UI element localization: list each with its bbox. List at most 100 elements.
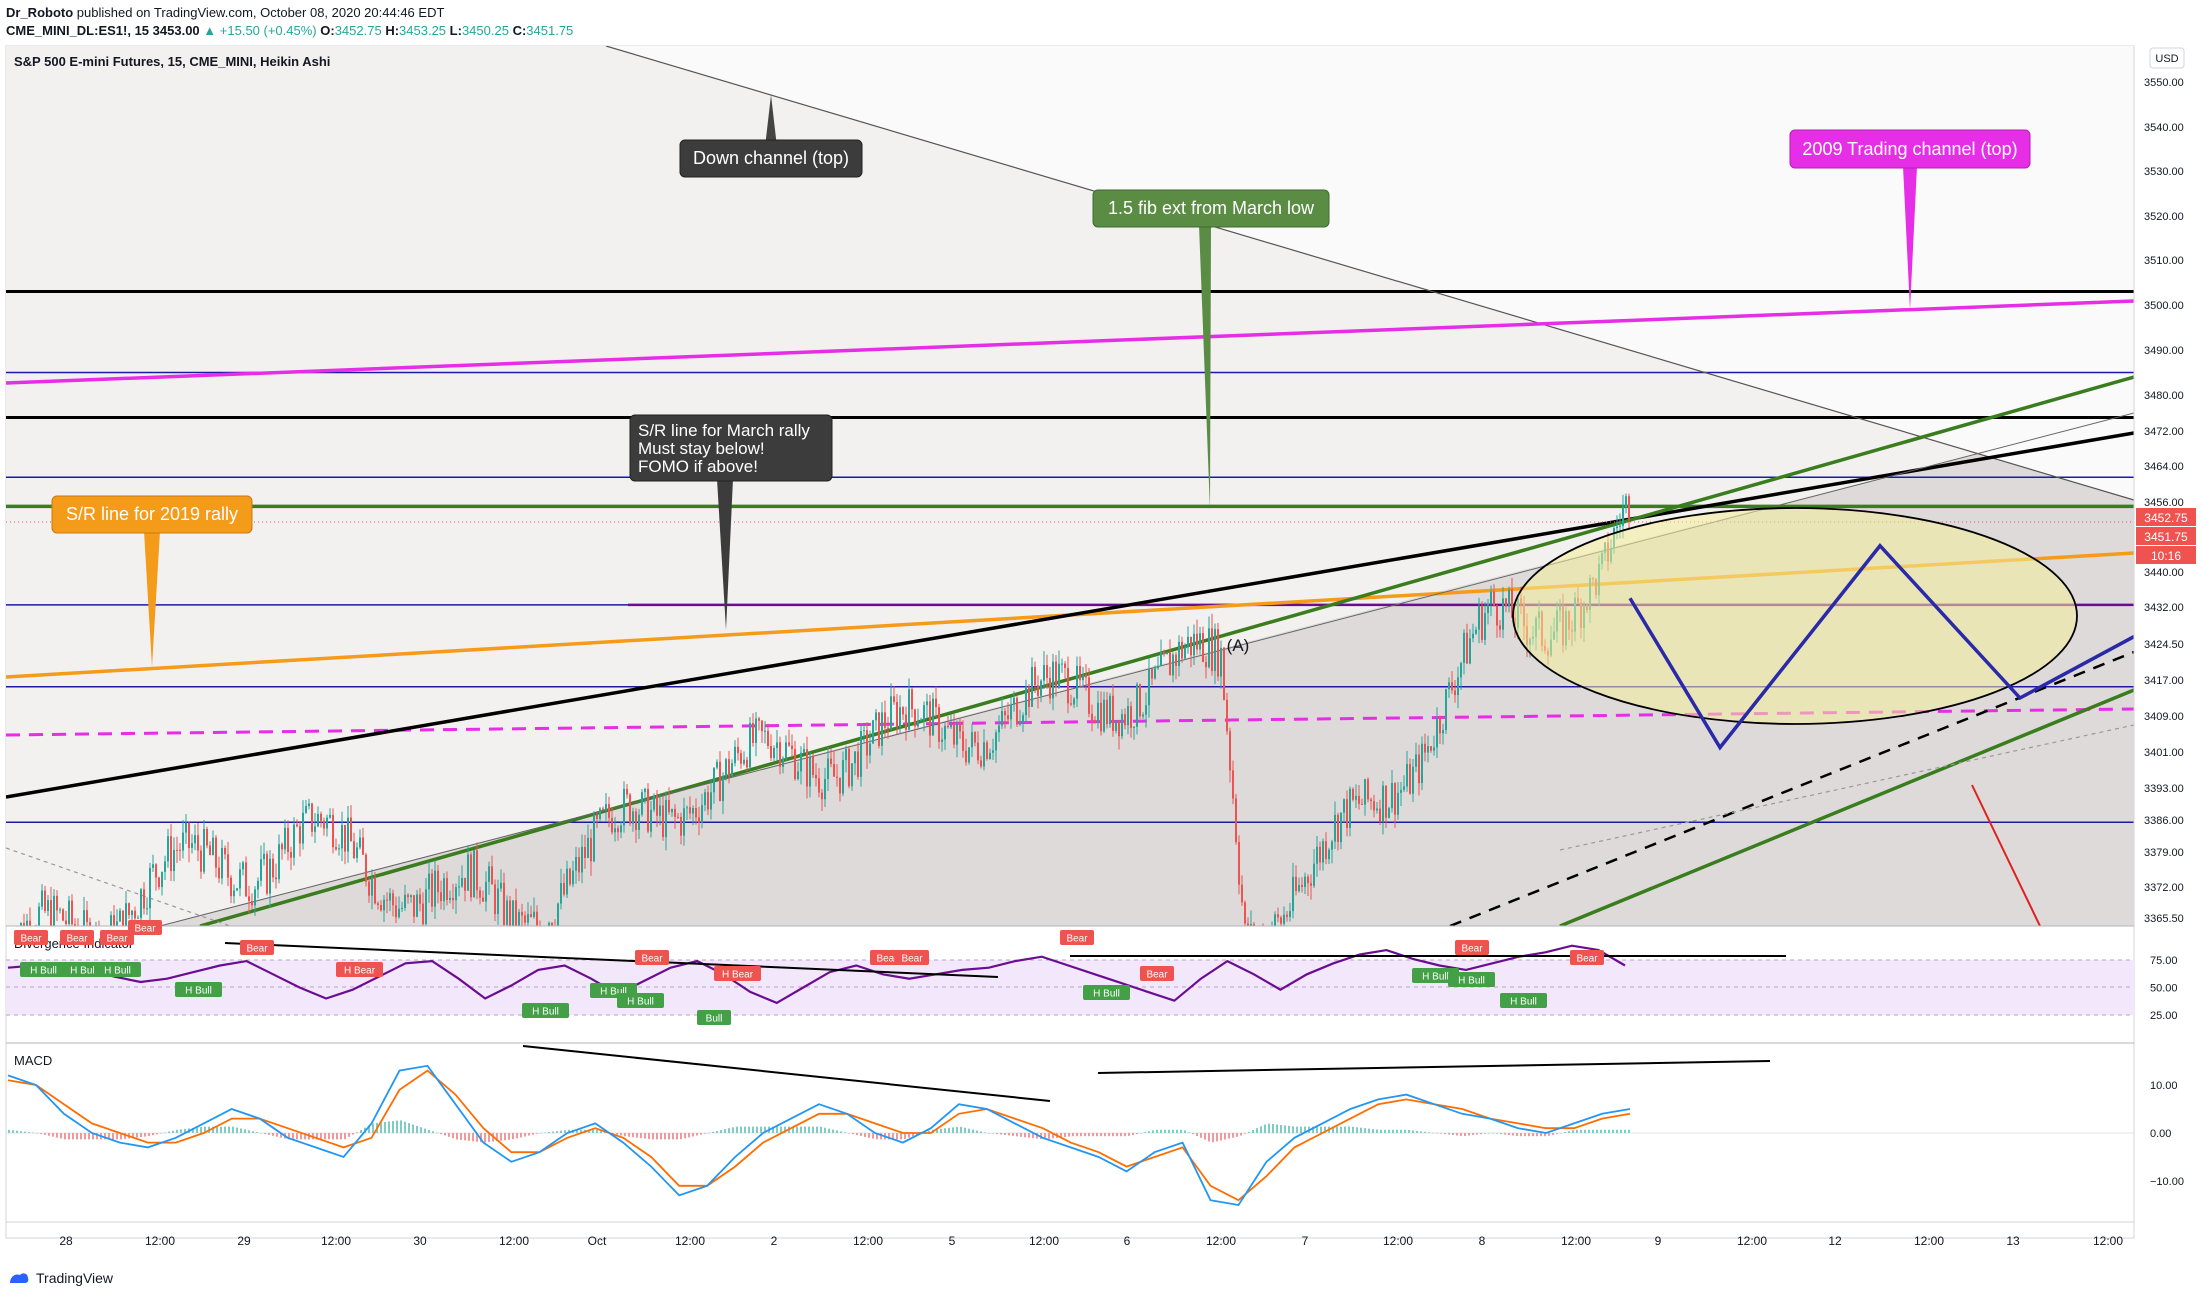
- candle-body: [881, 712, 883, 746]
- time-tick-label: 12:00: [499, 1234, 529, 1248]
- candle-body: [797, 771, 799, 779]
- bear-label: [14, 930, 48, 945]
- macd-histogram-bar: [1236, 1133, 1238, 1137]
- fib-callout[interactable]: 1.5 fib ext from March low: [1092, 189, 1330, 510]
- macd-histogram-bar: [280, 1133, 282, 1138]
- macd-histogram-bar: [1536, 1133, 1538, 1137]
- candle-body: [1115, 720, 1117, 731]
- candle-body: [254, 889, 256, 906]
- candle-body: [1298, 884, 1300, 892]
- trading-2009-callout[interactable]: 2009 Trading channel (top): [1789, 129, 2031, 310]
- candle-body: [956, 723, 958, 745]
- sr-march-callout[interactable]: S/R line for March rally Must stay below…: [629, 414, 833, 630]
- macd-histogram-bar: [348, 1133, 350, 1137]
- macd-histogram-bar: [1448, 1133, 1450, 1135]
- candle-body: [824, 778, 826, 800]
- candle-body: [611, 817, 613, 833]
- macd-histogram-bar: [1100, 1133, 1102, 1137]
- candle-body: [1214, 629, 1216, 671]
- macd-histogram-bar: [1188, 1132, 1190, 1133]
- price-tick-label: 3490.00: [2144, 345, 2184, 357]
- candle-body: [68, 900, 70, 925]
- candle-body: [878, 712, 880, 746]
- bear-label: [100, 930, 134, 945]
- candle-body: [1253, 924, 1255, 926]
- macd-histogram-bar: [1004, 1133, 1006, 1135]
- macd-histogram-bar: [424, 1128, 426, 1133]
- macd-line: [7, 1064, 1631, 1206]
- macd-histogram-bar: [524, 1133, 526, 1137]
- tradingview-footer[interactable]: TradingView: [8, 1270, 113, 1286]
- macd-histogram-bar: [260, 1133, 262, 1134]
- candle-body: [1508, 589, 1510, 607]
- macd-histogram-bar: [1428, 1132, 1430, 1133]
- macd-histogram-bar: [468, 1133, 470, 1141]
- macd-histogram-bar: [1160, 1129, 1162, 1133]
- sr-2019-callout[interactable]: S/R line for 2019 rally: [51, 495, 253, 667]
- price-tick-label: 3440.00: [2144, 567, 2184, 579]
- macd-histogram-bar: [636, 1133, 638, 1138]
- candle-body: [1142, 714, 1144, 717]
- macd-histogram-bar: [36, 1133, 38, 1134]
- candle-body: [1400, 789, 1402, 793]
- macd-histogram-bar: [72, 1133, 74, 1140]
- macd-histogram-bar: [1296, 1126, 1298, 1133]
- candle-body: [1079, 665, 1081, 681]
- candle-body: [926, 701, 928, 706]
- macd-histogram-bar: [316, 1133, 318, 1140]
- macd-histogram-bar: [548, 1132, 550, 1133]
- author-name[interactable]: Dr_Roboto: [6, 5, 74, 20]
- candle-body: [1415, 754, 1417, 767]
- macd-histogram-bar: [612, 1133, 614, 1134]
- candle-body: [632, 811, 634, 824]
- macd-histogram-bar: [180, 1129, 182, 1133]
- candle-body: [794, 749, 796, 779]
- macd-histogram-bar: [48, 1133, 50, 1136]
- candle-body: [1124, 714, 1126, 726]
- candle-body: [809, 756, 811, 787]
- macd-histogram-bar: [1620, 1129, 1622, 1133]
- sr-2019-label: S/R line for 2019 rally: [66, 504, 238, 524]
- candle-body: [1157, 666, 1159, 669]
- candle-body: [1292, 876, 1294, 912]
- candle-body: [1205, 662, 1207, 668]
- candle-body: [305, 806, 307, 813]
- currency-button[interactable]: [2149, 47, 2185, 69]
- macd-histogram-bar: [800, 1126, 802, 1133]
- macd-histogram-bar: [300, 1133, 302, 1140]
- macd-histogram-bar: [420, 1127, 422, 1133]
- candle-body: [1106, 699, 1108, 725]
- candle-body: [353, 841, 355, 859]
- candle-body: [86, 910, 88, 923]
- fib-label: 1.5 fib ext from March low: [1108, 198, 1315, 218]
- candle-body: [1460, 663, 1462, 678]
- candle-body: [1244, 902, 1246, 924]
- candle-body: [1034, 666, 1036, 686]
- down-channel-callout[interactable]: Down channel (top): [679, 95, 863, 178]
- rsi-tick-label: 75.00: [2150, 955, 2178, 967]
- candle-body: [65, 920, 67, 925]
- macd-histogram-bar: [900, 1133, 902, 1140]
- candle-body: [20, 923, 22, 926]
- macd-histogram-bar: [676, 1133, 678, 1140]
- macd-histogram-bar: [1508, 1133, 1510, 1136]
- macd-histogram-bar: [1116, 1133, 1118, 1137]
- macd-histogram-bar: [220, 1126, 222, 1133]
- candle-body: [1403, 786, 1405, 790]
- candle-body: [536, 911, 538, 926]
- bear-label: [714, 966, 761, 981]
- candle-body: [1475, 629, 1477, 634]
- candle-body: [455, 887, 457, 901]
- macd-histogram-bar: [288, 1133, 290, 1140]
- price-tick-label: 3510.00: [2144, 255, 2184, 267]
- candle-body: [401, 907, 403, 909]
- macd-histogram-bar: [1028, 1133, 1030, 1138]
- candle-body: [761, 720, 763, 732]
- macd-histogram-bar: [40, 1133, 42, 1134]
- candle-body: [689, 807, 691, 814]
- candle-body: [371, 877, 373, 896]
- candle-body: [659, 805, 661, 816]
- time-tick-label: 6: [1124, 1234, 1131, 1248]
- candle-body: [1511, 589, 1513, 618]
